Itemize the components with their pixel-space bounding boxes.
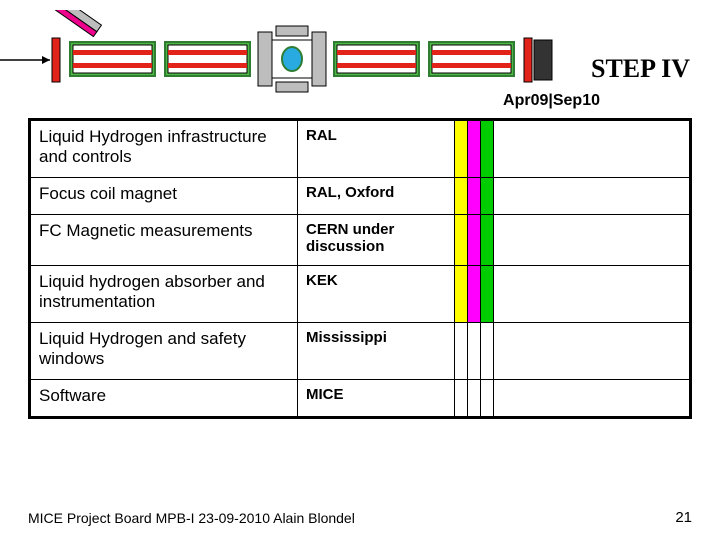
status-bar — [481, 178, 494, 215]
item-cell: Focus coil magnet — [30, 178, 298, 215]
lab-cell: CERN under discussion — [298, 215, 455, 266]
status-bar — [468, 215, 481, 266]
status-bar — [481, 215, 494, 266]
table-row: FC Magnetic measurementsCERN under discu… — [30, 215, 691, 266]
item-cell: Liquid Hydrogen and safety windows — [30, 323, 298, 380]
status-bar — [468, 120, 481, 178]
status-bar — [481, 380, 494, 418]
lab-cell: RAL, Oxford — [298, 178, 455, 215]
item-cell: FC Magnetic measurements — [30, 215, 298, 266]
spacer-cell — [494, 380, 691, 418]
status-bar — [481, 266, 494, 323]
table-row: Liquid Hydrogen and safety windowsMissis… — [30, 323, 691, 380]
lab-cell: KEK — [298, 266, 455, 323]
footer-text: MICE Project Board MPB-I 23-09-2010 Alai… — [28, 510, 355, 526]
status-bar — [468, 178, 481, 215]
status-table: Liquid Hydrogen infrastructure and contr… — [28, 118, 692, 419]
date-range: Apr09|Sep10 — [503, 92, 600, 110]
status-bar — [455, 120, 468, 178]
status-bar — [455, 215, 468, 266]
status-bar — [455, 266, 468, 323]
table-row: Focus coil magnetRAL, Oxford — [30, 178, 691, 215]
item-cell: Liquid Hydrogen infrastructure and contr… — [30, 120, 298, 178]
spacer-cell — [494, 178, 691, 215]
table-row: SoftwareMICE — [30, 380, 691, 418]
lab-cell: RAL — [298, 120, 455, 178]
status-bar — [481, 120, 494, 178]
slide: STEP IV Apr09|Sep10 Liquid Hydrogen infr… — [0, 0, 720, 540]
lab-cell: Mississippi — [298, 323, 455, 380]
spacer-cell — [494, 323, 691, 380]
table-row: Liquid hydrogen absorber and instrumenta… — [30, 266, 691, 323]
status-bar — [481, 323, 494, 380]
spacer-cell — [494, 120, 691, 178]
item-cell: Software — [30, 380, 298, 418]
item-cell: Liquid hydrogen absorber and instrumenta… — [30, 266, 298, 323]
spacer-cell — [494, 266, 691, 323]
status-bar — [455, 178, 468, 215]
status-bar — [455, 323, 468, 380]
lab-cell: MICE — [298, 380, 455, 418]
table-row: Liquid Hydrogen infrastructure and contr… — [30, 120, 691, 178]
status-bar — [468, 323, 481, 380]
page-number: 21 — [675, 509, 692, 526]
status-bar — [468, 266, 481, 323]
step-title: STEP IV — [591, 54, 690, 84]
status-bar — [468, 380, 481, 418]
spacer-cell — [494, 215, 691, 266]
status-bar — [455, 380, 468, 418]
